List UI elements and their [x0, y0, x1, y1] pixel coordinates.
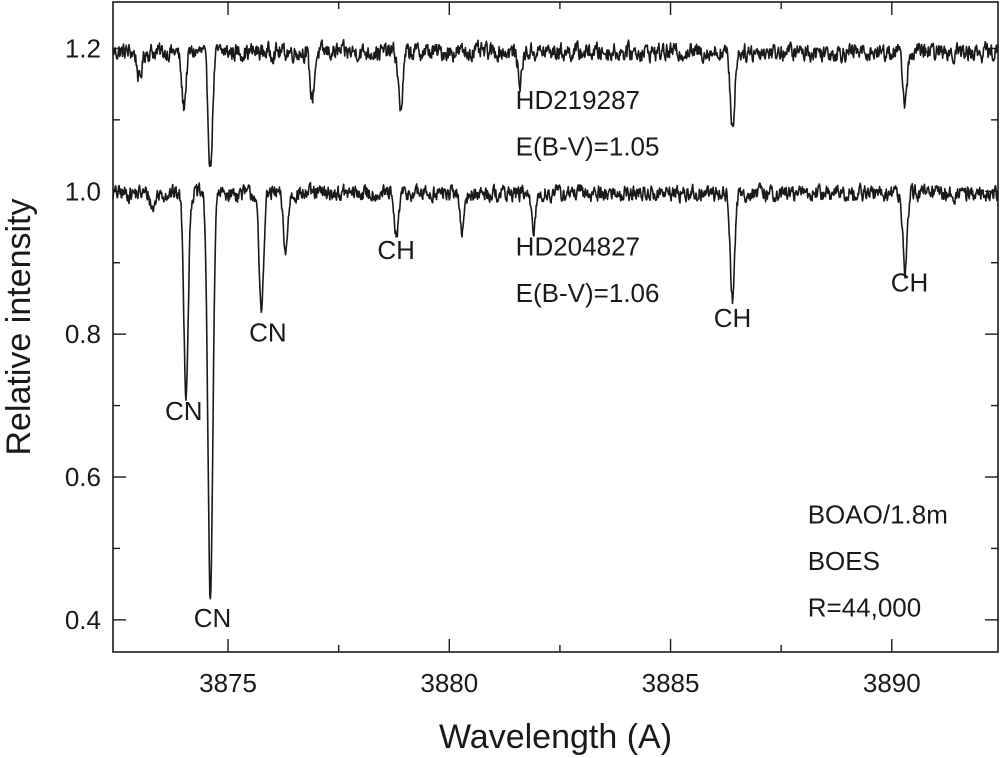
- star-name-label: HD204827: [516, 232, 640, 262]
- spectrum-hd204827: [112, 181, 999, 600]
- plot-area: [112, 38, 999, 600]
- line-label-ch: CH: [891, 267, 929, 297]
- line-label-cn: CN: [194, 603, 232, 633]
- x-tick-label: 3875: [199, 668, 257, 698]
- x-tick-label: 3890: [863, 668, 921, 698]
- instrument-label: BOES: [808, 546, 880, 576]
- line-label-ch: CH: [377, 235, 415, 265]
- line-label-cn: CN: [249, 317, 287, 347]
- x-axis-title: Wavelength (A): [439, 718, 672, 756]
- plot-frame: [112, 1, 999, 653]
- y-tick-label: 1.2: [65, 33, 101, 63]
- instrument-label: R=44,000: [808, 592, 921, 622]
- line-label-cn: CN: [165, 396, 203, 426]
- x-tick-label: 3880: [420, 668, 478, 698]
- star-name-label: HD219287: [516, 85, 640, 115]
- y-tick-label: 0.4: [65, 605, 101, 635]
- reddening-label: E(B-V)=1.05: [516, 132, 660, 162]
- axis-tick-labels: 3875 3880 3885 3890 0.4 0.6 0.8 1.0 1.2: [65, 33, 921, 698]
- annotations: CN CN CN CH CH CH HD219287 E(B-V)=1.05 HD204827 E…: [165, 85, 948, 633]
- y-axis-title: Relative intensity: [0, 198, 38, 455]
- spectrum-hd219287: [112, 38, 999, 168]
- axis-ticks: [113, 2, 998, 652]
- instrument-label: BOAO/1.8m: [808, 499, 948, 529]
- reddening-label: E(B-V)=1.06: [516, 278, 660, 308]
- y-tick-label: 1.0: [65, 176, 101, 206]
- y-tick-label: 0.8: [65, 319, 101, 349]
- line-label-ch: CH: [714, 303, 752, 333]
- x-tick-label: 3885: [642, 668, 700, 698]
- y-tick-label: 0.6: [65, 462, 101, 492]
